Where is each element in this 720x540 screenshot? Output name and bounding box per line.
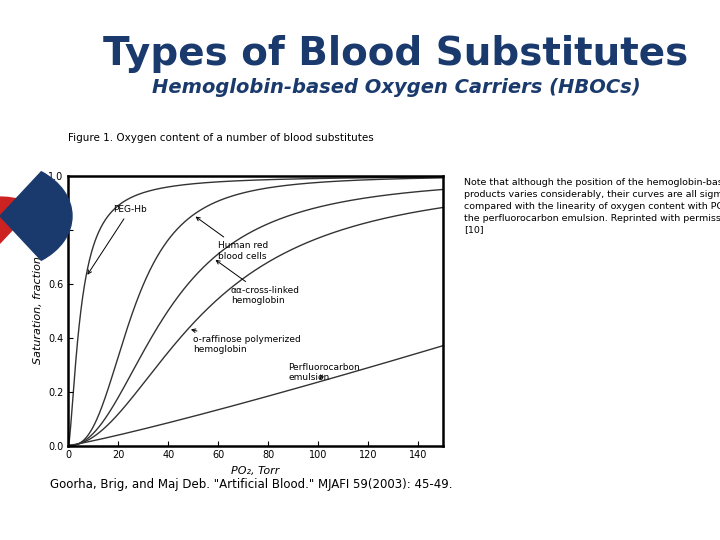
Text: Figure 1. Oxygen content of a number of blood substitutes: Figure 1. Oxygen content of a number of … <box>68 133 374 143</box>
X-axis label: PO₂, Torr: PO₂, Torr <box>231 466 280 476</box>
Text: o-raffinose polymerized
hemoglobin: o-raffinose polymerized hemoglobin <box>192 329 301 354</box>
Text: Goorha, Brig, and Maj Deb. "Artificial Blood." MJAFI 59(2003): 45-49.: Goorha, Brig, and Maj Deb. "Artificial B… <box>50 478 453 491</box>
Text: Human red
blood cells: Human red blood cells <box>197 217 269 261</box>
Text: Hemoglobin-based Oxygen Carriers (HBOCs): Hemoglobin-based Oxygen Carriers (HBOCs) <box>152 78 640 97</box>
Y-axis label: Saturation, fraction: Saturation, fraction <box>32 256 42 365</box>
Text: Note that although the position of the hemoglobin-based
products varies consider: Note that although the position of the h… <box>464 178 720 234</box>
Text: Types of Blood Substitutes: Types of Blood Substitutes <box>104 35 688 73</box>
Text: Perfluorocarbon
emulsion: Perfluorocarbon emulsion <box>288 363 360 382</box>
Text: αα-cross-linked
hemoglobin: αα-cross-linked hemoglobin <box>216 260 300 305</box>
Text: PEG-Hb: PEG-Hb <box>88 205 147 274</box>
